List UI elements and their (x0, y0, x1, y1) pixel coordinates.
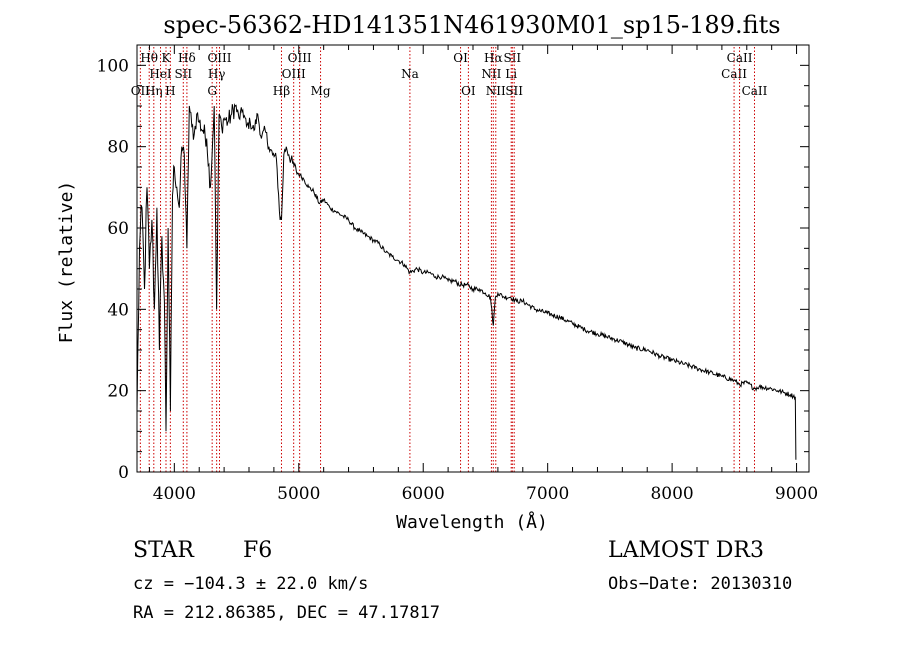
y-tick-label-3: 60 (107, 219, 129, 239)
line-label-22: SII (503, 51, 521, 65)
x-tick-label-5: 9000 (775, 484, 818, 504)
line-label-3: HeI (149, 67, 172, 81)
line-label-16: OI (453, 51, 468, 65)
line-label-21: Li (505, 67, 517, 81)
line-label-18: NII (481, 67, 501, 81)
line-label-6: SII (174, 67, 192, 81)
y-tick-label-2: 40 (107, 300, 129, 320)
x-tick-label-4: 8000 (650, 484, 693, 504)
line-label-20: NII (486, 84, 506, 98)
line-label-23: SII (505, 84, 523, 98)
y-axis-label: Flux (relative) (56, 181, 77, 344)
line-label-12: OIII (282, 67, 306, 81)
line-label-26: CaII (742, 84, 768, 98)
line-label-9: Hγ (208, 67, 226, 81)
line-label-19: Hα (484, 51, 503, 65)
line-label-5: H (165, 84, 175, 98)
line-label-11: Hβ (273, 84, 290, 98)
line-label-7: Hδ (178, 51, 196, 65)
y-tick-label-0: 0 (118, 463, 129, 483)
x-axis-label: Wavelength (Å) (396, 511, 548, 533)
spectrum-series (136, 103, 797, 460)
object-class: STAR (133, 538, 194, 563)
line-label-1: Hθ (140, 51, 158, 65)
line-label-13: OIII (288, 51, 312, 65)
x-tick-label-2: 6000 (402, 484, 445, 504)
coordinates: RA = 212.86385, DEC = 47.17817 (133, 603, 441, 623)
line-label-10: OIII (207, 51, 231, 65)
line-label-17: OI (461, 84, 476, 98)
y-tick-label-1: 20 (107, 382, 129, 402)
spectral-line-markers: OII Hθ Hη HeI K H SII Hδ G Hγ OIII Hβ OIII OIII Mg Na OI… (131, 47, 768, 472)
plot-frame (136, 44, 810, 473)
axis-ticks: 4000 5000 6000 7000 8000 9000 0 20 40 60 80 100 (97, 45, 818, 504)
line-label-8: G (207, 84, 217, 98)
series-0-line (136, 103, 797, 460)
object-subclass: F6 (243, 538, 273, 563)
x-tick-label-0: 4000 (153, 484, 196, 504)
line-label-4: K (162, 51, 172, 65)
line-label-14: Mg (311, 84, 331, 98)
survey-name: LAMOST DR3 (608, 538, 764, 563)
chart-title: spec-56362-HD141351N461930M01_sp15-189.f… (163, 11, 780, 39)
x-tick-label-3: 7000 (526, 484, 569, 504)
y-tick-label-4: 80 (107, 138, 129, 158)
line-label-15: Na (401, 67, 419, 81)
line-label-2: Hη (145, 84, 163, 98)
line-label-24: CaII (721, 67, 747, 81)
x-tick-label-1: 5000 (277, 484, 320, 504)
observation-date: Obs−Date: 20130310 (608, 574, 793, 594)
line-label-25: CaII (727, 51, 753, 65)
redshift-cz: cz = −104.3 ± 22.0 km/s (133, 574, 369, 594)
y-tick-label-5: 100 (97, 56, 129, 76)
line-label-0: OII (131, 84, 151, 98)
